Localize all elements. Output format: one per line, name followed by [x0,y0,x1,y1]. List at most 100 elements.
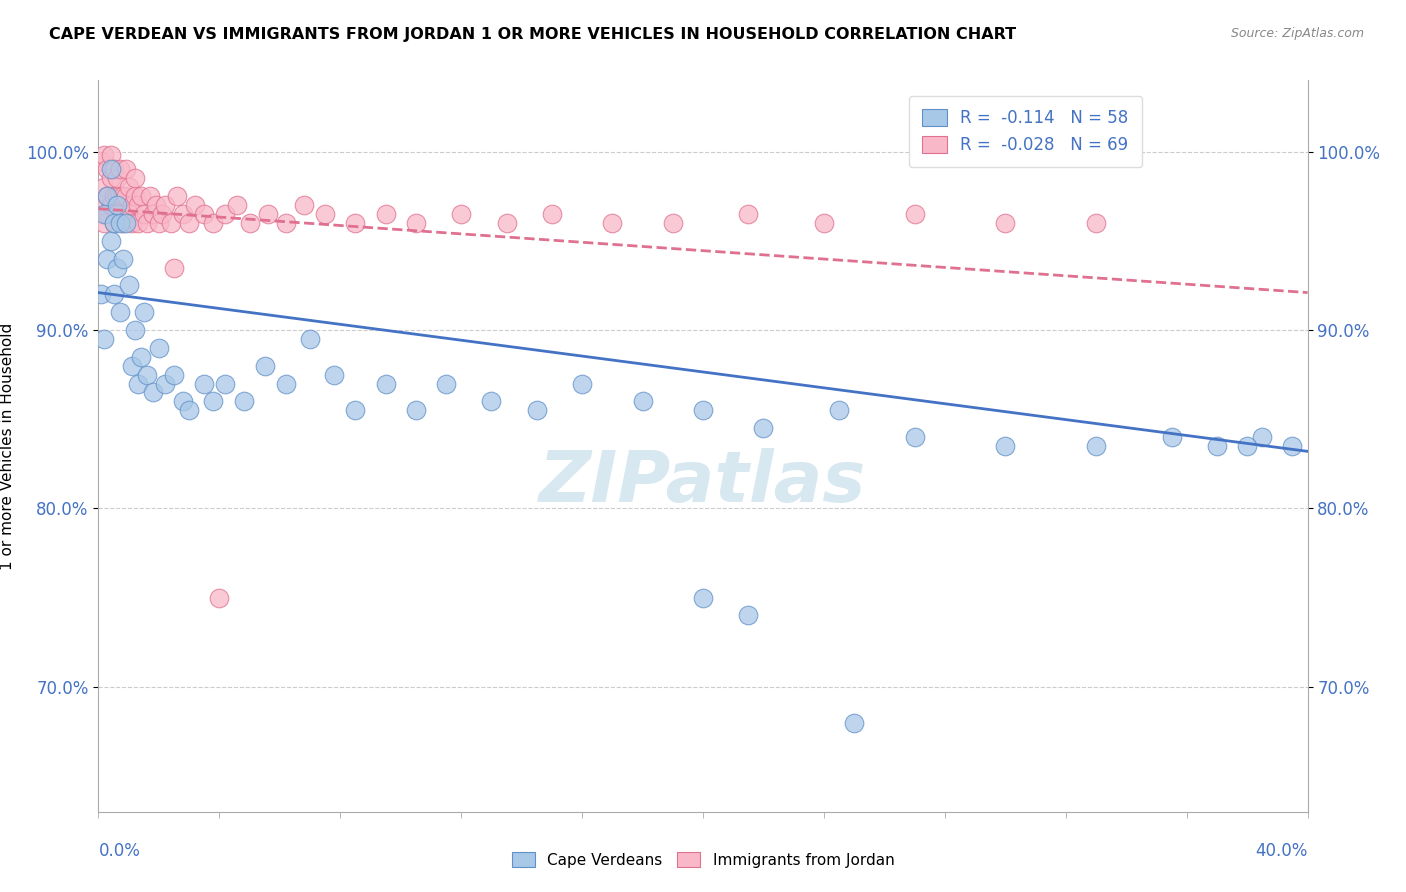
Point [103,162,125,177]
Point [108,189,131,203]
Point [1281,439,1303,453]
Point [103,287,125,301]
Legend: Cape Verdeans, Immigrants from Jordan: Cape Verdeans, Immigrants from Jordan [505,844,901,875]
Point [179,403,201,417]
Point [132,305,155,319]
Point [166,189,188,203]
Point [540,207,562,221]
Point [129,350,152,364]
Point [226,198,249,212]
Point [108,305,131,319]
Point [105,171,128,186]
Point [813,216,835,230]
Point [114,216,136,230]
Point [150,207,173,221]
Point [148,341,170,355]
Point [1085,216,1108,230]
Point [103,189,125,203]
Point [111,189,134,203]
Point [163,260,186,275]
Point [100,234,122,248]
Point [148,216,170,230]
Point [571,376,593,391]
Point [135,368,157,382]
Text: CAPE VERDEAN VS IMMIGRANTS FROM JORDAN 1 OR MORE VEHICLES IN HOUSEHOLD CORRELATI: CAPE VERDEAN VS IMMIGRANTS FROM JORDAN 1… [49,27,1017,42]
Point [121,198,143,212]
Point [239,216,262,230]
Point [232,394,254,409]
Point [163,368,186,382]
Point [994,216,1017,230]
Point [132,207,155,221]
Point [904,207,927,221]
Point [292,198,315,212]
Point [374,376,396,391]
Point [374,207,396,221]
Point [631,394,654,409]
Point [90,287,112,301]
Point [434,376,457,391]
Point [450,207,472,221]
Point [105,260,128,275]
Point [495,216,517,230]
Point [108,216,131,230]
Point [121,216,143,230]
Point [105,207,128,221]
Legend: R =  -0.114   N = 58, R =  -0.028   N = 69: R = -0.114 N = 58, R = -0.028 N = 69 [908,96,1142,168]
Point [160,216,183,230]
Point [344,216,367,230]
Point [256,207,278,221]
Point [93,332,115,346]
Point [139,189,162,203]
Point [96,252,118,266]
Point [692,591,714,605]
Point [135,216,157,230]
Point [93,180,115,194]
Point [1251,430,1274,444]
Point [844,715,866,730]
Point [111,252,134,266]
Point [93,216,115,230]
Point [692,403,714,417]
Point [127,198,149,212]
Point [96,207,118,221]
Point [100,198,122,212]
Point [105,189,128,203]
Point [100,171,122,186]
Point [100,162,122,177]
Point [93,148,115,162]
Text: Source: ZipAtlas.com: Source: ZipAtlas.com [1230,27,1364,40]
Point [118,278,141,293]
Point [103,216,125,230]
Point [602,216,624,230]
Point [274,376,297,391]
Point [253,359,276,373]
Point [90,198,112,212]
Point [904,430,927,444]
Point [105,198,128,212]
Point [202,216,225,230]
Point [344,403,367,417]
Point [1236,439,1258,453]
Point [118,207,141,221]
Point [114,189,136,203]
Point [90,153,112,168]
Point [127,376,149,391]
Point [96,189,118,203]
Point [208,591,231,605]
Point [124,323,146,337]
Point [405,403,427,417]
Point [994,439,1017,453]
Point [184,198,207,212]
Point [202,394,225,409]
Text: 40.0%: 40.0% [1256,842,1308,860]
Point [323,368,346,382]
Point [526,403,548,417]
Point [111,216,134,230]
Point [179,216,201,230]
Point [1160,430,1182,444]
Point [314,207,336,221]
Point [118,180,141,194]
Point [193,207,215,221]
Point [299,332,322,346]
